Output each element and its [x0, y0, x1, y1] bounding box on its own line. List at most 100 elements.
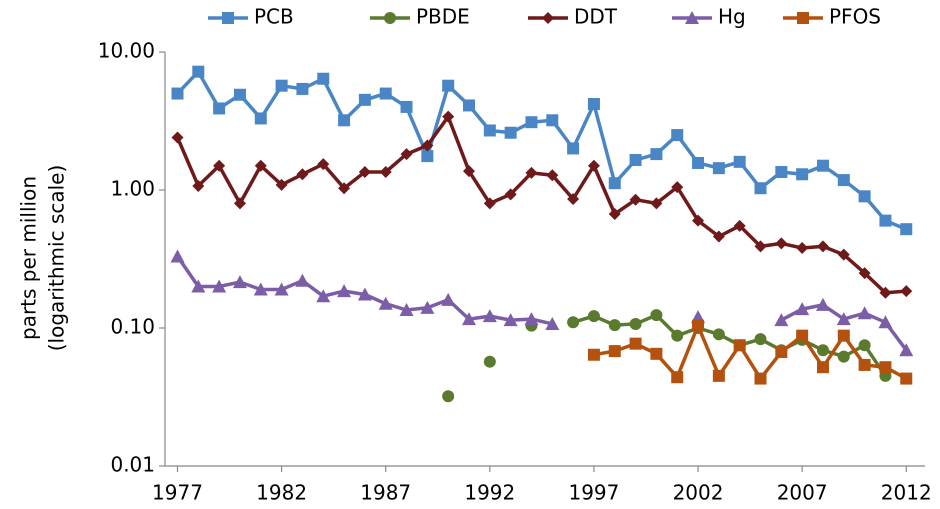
data-point [317, 158, 330, 171]
data-point [629, 153, 642, 166]
data-point [191, 279, 206, 293]
data-point [650, 347, 663, 360]
data-point [836, 312, 851, 326]
series-line [176, 69, 907, 231]
data-point [441, 292, 456, 306]
data-point [650, 309, 663, 322]
data-point [879, 286, 892, 299]
data-point [796, 241, 809, 254]
data-point [712, 328, 725, 341]
data-point [857, 306, 872, 320]
series-line [593, 323, 908, 381]
data-point [525, 116, 538, 129]
data-point [442, 110, 455, 123]
data-point [233, 197, 246, 210]
data-point [420, 300, 435, 314]
data-point [733, 219, 746, 232]
legend-label: Hg [718, 5, 746, 29]
data-point [837, 329, 850, 342]
data-point [399, 303, 414, 317]
data-point [608, 345, 621, 358]
y-tick-label: 0.10 [110, 315, 155, 339]
y-tick-label: 1.00 [110, 177, 155, 201]
data-point [421, 150, 434, 163]
data-point [754, 372, 767, 385]
data-point [192, 65, 205, 78]
data-point [816, 344, 829, 357]
legend-marker [222, 12, 234, 24]
data-point [629, 337, 642, 350]
data-point [692, 319, 705, 332]
x-tick-label: 1997 [568, 481, 619, 505]
data-point [900, 285, 913, 298]
data-point [379, 166, 392, 179]
data-point [483, 355, 496, 368]
data-point [692, 156, 705, 169]
data-point [546, 169, 559, 182]
data-point [629, 317, 642, 330]
data-point [837, 350, 850, 363]
data-point [213, 159, 226, 172]
data-point [629, 193, 642, 206]
data-point [504, 126, 517, 139]
data-point [816, 159, 829, 172]
data-point [545, 316, 560, 330]
data-point [338, 182, 351, 195]
data-point [463, 99, 475, 112]
data-point [650, 148, 663, 161]
data-point [712, 230, 725, 243]
data-point [671, 329, 684, 342]
legend-marker [384, 12, 396, 24]
data-point [754, 333, 767, 346]
data-point [816, 240, 829, 253]
data-point [213, 102, 226, 115]
data-point [587, 97, 600, 110]
data-point [733, 155, 746, 168]
data-point [754, 182, 767, 195]
series-line [175, 114, 907, 295]
data-point [503, 313, 518, 327]
data-point [608, 177, 621, 190]
data-point [192, 179, 205, 192]
x-tick-label: 1982 [256, 481, 307, 505]
data-point [712, 162, 725, 175]
x-tick-label: 2012 [881, 481, 932, 505]
data-point [253, 282, 268, 296]
data-point [774, 313, 789, 327]
data-point [232, 275, 247, 289]
legend-marker [542, 12, 554, 24]
data-point [171, 87, 184, 100]
data-point [274, 282, 289, 296]
data-point [899, 343, 914, 357]
data-point [671, 181, 684, 194]
data-point [483, 124, 496, 137]
legend-label: PFOS [829, 5, 881, 29]
data-point [816, 361, 829, 374]
data-point [837, 174, 850, 187]
data-point [796, 168, 809, 181]
data-point [608, 319, 621, 332]
x-tick-label: 1992 [464, 481, 515, 505]
data-point [712, 369, 725, 382]
data-point [815, 297, 830, 311]
data-point [357, 287, 372, 301]
data-point [692, 214, 705, 227]
data-point [524, 312, 539, 326]
data-point [567, 142, 580, 155]
data-point [671, 371, 684, 384]
data-point [316, 289, 331, 303]
data-point [317, 72, 330, 85]
y-axis-label: parts per million [17, 176, 41, 340]
data-point [233, 88, 246, 101]
data-point [795, 302, 810, 316]
data-point [275, 79, 288, 92]
data-point [421, 139, 434, 152]
data-point [295, 273, 310, 287]
data-point [212, 279, 227, 293]
data-point [358, 93, 371, 106]
data-point [482, 309, 497, 323]
y-tick-label: 10.00 [98, 39, 155, 63]
data-point [504, 188, 517, 201]
data-point [296, 82, 309, 95]
